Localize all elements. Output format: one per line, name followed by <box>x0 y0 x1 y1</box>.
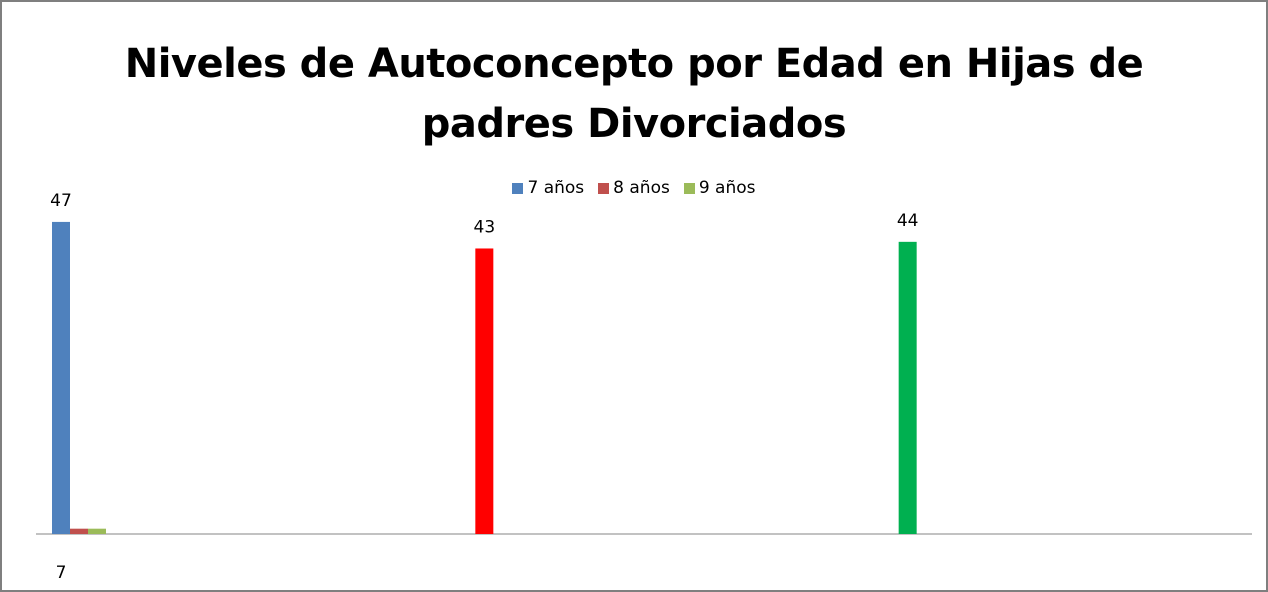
chart-title: Niveles de Autoconcepto por Edad en Hija… <box>0 34 1268 154</box>
chart-title-line-1: Niveles de Autoconcepto por Edad en Hija… <box>124 41 1144 87</box>
bar-2 <box>88 528 106 534</box>
bar-0 <box>52 221 70 535</box>
bars-group <box>52 221 917 535</box>
data-label-3: 43 <box>474 217 496 237</box>
legend-label: 8 años <box>613 178 670 198</box>
legend-item-8-anos: 8 años <box>598 178 670 198</box>
data-label-4: 44 <box>897 211 919 231</box>
legend-swatch <box>598 182 610 194</box>
bar-3 <box>475 248 494 535</box>
legend-item-7-anos: 7 años <box>512 178 584 198</box>
bar-4 <box>898 241 917 534</box>
legend-swatch <box>683 182 695 194</box>
labels-group: 47 43 44 7 <box>50 191 918 583</box>
bar-1 <box>70 528 88 534</box>
legend-swatch <box>512 182 524 194</box>
legend-label: 7 años <box>527 178 585 198</box>
legend: 7 años 8 años 9 años <box>0 178 1268 198</box>
chart-title-line-2: padres Divorciados <box>421 101 847 147</box>
data-label-0: 47 <box>50 191 72 211</box>
x-tick-label-0: 7 <box>56 563 67 583</box>
legend-item-9-anos: 9 años <box>683 178 756 198</box>
legend-label: 9 años <box>698 178 756 198</box>
